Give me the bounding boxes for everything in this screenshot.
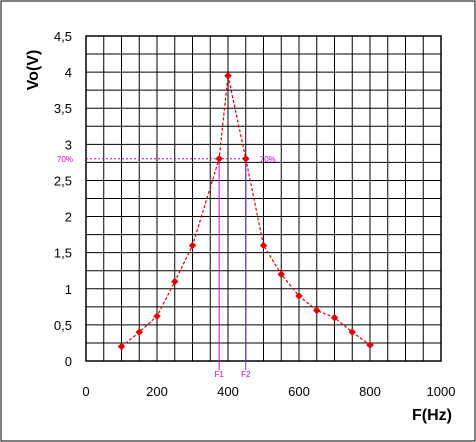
y-tick-label: 1,5 xyxy=(54,246,72,261)
data-point xyxy=(224,71,232,80)
data-point xyxy=(259,241,268,250)
y-tick-label: 1 xyxy=(65,282,72,297)
data-point xyxy=(277,270,286,279)
x-tick-label: 400 xyxy=(217,384,239,399)
data-point xyxy=(295,292,303,300)
x-tick-label: 800 xyxy=(359,384,381,399)
annotation-lines: 70% 70% F1 F2 xyxy=(57,155,276,379)
tick-labels: 0 200 400 600 800 1000 0 0,5 1 1,5 2 2,5 3 3,5 4 4,5 xyxy=(54,29,456,399)
grid xyxy=(85,35,442,362)
series-layer xyxy=(117,71,374,351)
f1-label: F1 xyxy=(214,370,224,379)
y-axis-title: Vo(V) xyxy=(25,50,42,91)
x-tick-label: 600 xyxy=(288,384,310,399)
data-point xyxy=(153,312,161,321)
data-point xyxy=(135,328,144,336)
data-point xyxy=(330,313,339,322)
level-label-left: 70% xyxy=(57,155,73,164)
level-label-right: 70% xyxy=(260,155,276,164)
y-tick-label: 4,5 xyxy=(54,29,72,44)
data-point xyxy=(312,306,321,315)
y-tick-label: 2 xyxy=(65,210,72,225)
x-axis-title: F(Hz) xyxy=(412,407,452,424)
data-point xyxy=(366,341,374,349)
plot-area-frame xyxy=(85,35,442,362)
data-point xyxy=(348,328,357,336)
data-point xyxy=(188,241,197,250)
x-tick-label: 1000 xyxy=(427,384,456,399)
data-point xyxy=(241,154,250,163)
y-tick-label: 3,5 xyxy=(54,101,72,116)
y-tick-label: 0,5 xyxy=(54,318,72,333)
data-point xyxy=(117,342,126,351)
f2-label: F2 xyxy=(241,370,251,379)
y-tick-label: 0 xyxy=(65,354,72,369)
y-tick-label: 4 xyxy=(65,65,72,80)
x-tick-label: 200 xyxy=(146,384,168,399)
data-point xyxy=(215,154,223,163)
x-tick-label: 0 xyxy=(82,384,89,399)
y-tick-label: 2,5 xyxy=(54,173,72,188)
data-point xyxy=(170,277,179,286)
y-tick-label: 3 xyxy=(65,137,72,152)
